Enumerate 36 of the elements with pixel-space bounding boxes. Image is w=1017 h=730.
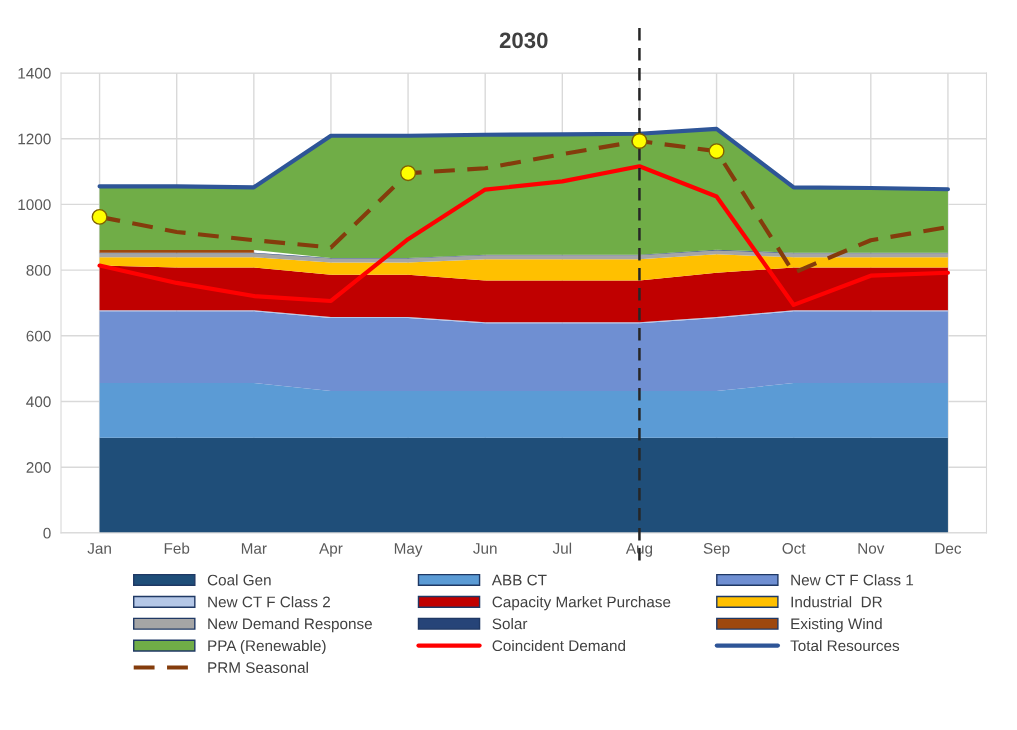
legend-label: New CT F Class 2 — [208, 596, 330, 608]
legend-label: Industrial DR — [791, 596, 882, 608]
x-tick-label: Feb — [164, 542, 190, 554]
y-tick-label: 1400 — [18, 67, 51, 79]
legend-label: PRM Seasonal — [208, 661, 308, 673]
legend-label: PPA (Renewable) — [208, 639, 326, 655]
x-tick-label: Nov — [858, 543, 885, 554]
legend-label: Coal Gen — [207, 574, 271, 586]
legend-label: Coincident Demand — [492, 639, 625, 652]
legend-label: New Demand Response — [208, 618, 372, 633]
legend-label: Capacity Market Purchase — [492, 596, 671, 611]
x-tick-label: Sep — [703, 543, 730, 557]
x-tick-label: Jun — [473, 543, 497, 554]
x-tick-label: May — [394, 543, 423, 557]
x-tick-label: Jan — [87, 543, 111, 554]
legend-label: Total Resources — [790, 639, 900, 652]
y-tick-label: 0 — [43, 527, 51, 539]
y-tick-label: 1200 — [18, 133, 51, 145]
y-tick-label: 800 — [26, 264, 51, 276]
x-tick-label: Mar — [241, 543, 267, 554]
y-tick-label: 400 — [26, 396, 51, 408]
x-tick-label: Aug — [625, 543, 653, 557]
x-tick-label: Jul — [552, 542, 572, 554]
x-tick-label: Apr — [319, 543, 343, 557]
x-tick-label: Dec — [935, 543, 962, 554]
line-series — [97, 164, 951, 308]
chart-title: 2030 — [499, 32, 548, 49]
line-series — [97, 126, 951, 192]
y-tick-label: 200 — [26, 462, 51, 473]
legend-label: ABB CT — [491, 574, 547, 586]
legend-label: Solar — [492, 618, 528, 630]
x-tick-label: Oct — [782, 543, 806, 554]
y-tick-label: 600 — [26, 330, 51, 342]
y-tick-label: 1000 — [18, 199, 51, 211]
legend-label: Existing Wind — [791, 618, 882, 633]
legend-label: New CT F Class 1 — [791, 574, 914, 586]
